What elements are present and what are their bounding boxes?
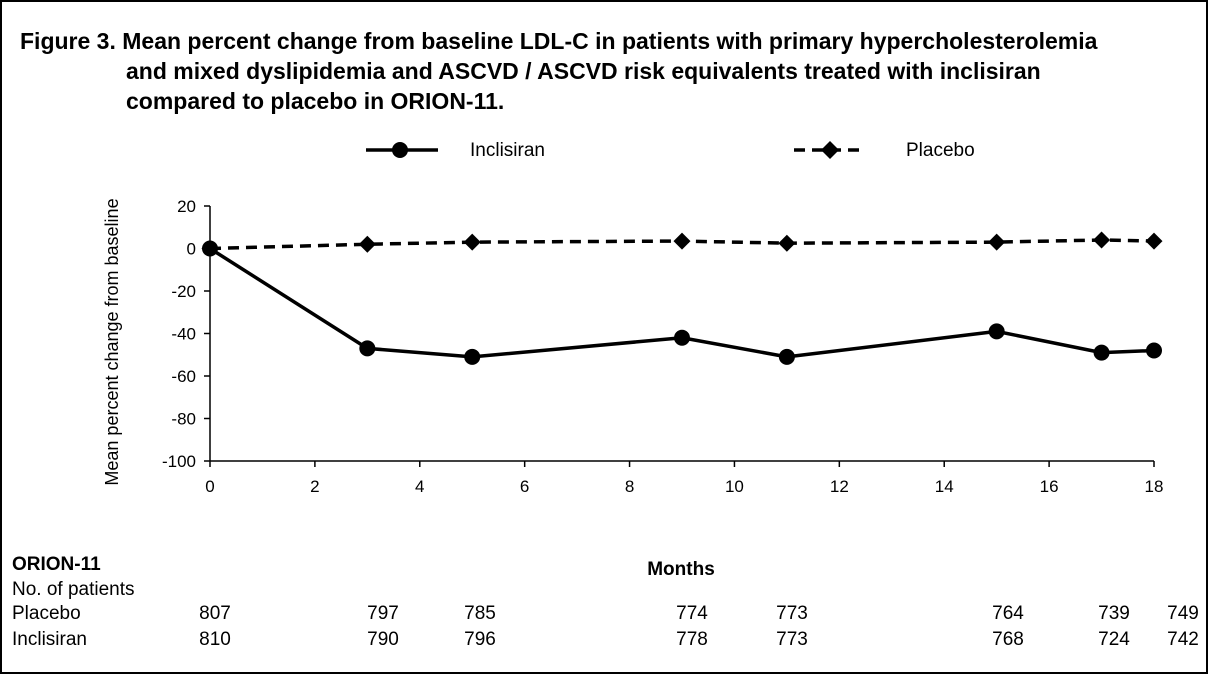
data-point-inclisiran	[359, 340, 376, 357]
table-count-placebo: 785	[464, 603, 496, 624]
data-point-inclisiran	[1146, 342, 1162, 359]
table-count-placebo: 774	[676, 603, 708, 624]
data-point-placebo	[988, 233, 1006, 251]
table-count-inclisiran: 773	[776, 629, 808, 650]
y-tick-label: -80	[171, 410, 196, 429]
table-count-inclisiran: 768	[992, 629, 1024, 650]
table-study-label: ORION-11	[12, 554, 101, 575]
x-tick-label: 6	[520, 477, 529, 496]
x-tick-label: 2	[310, 477, 319, 496]
x-tick-label: 16	[1040, 477, 1059, 496]
data-point-inclisiran	[988, 323, 1005, 340]
data-point-placebo	[778, 234, 796, 252]
table-count-placebo: 797	[367, 603, 399, 624]
table-count-placebo: 807	[199, 603, 231, 624]
legend-placebo-label: Placebo	[906, 140, 975, 161]
legend: Inclisiran Placebo	[366, 140, 975, 161]
x-tick-label: 4	[415, 477, 424, 496]
x-tick-label: 0	[205, 477, 214, 496]
axes: 20 0 -20 -40 -60 -80 -100 0 2 4 6 8 10 12 14 16 18	[162, 197, 1163, 496]
x-tick-label: 8	[625, 477, 634, 496]
table-count-placebo: 773	[776, 603, 808, 624]
x-tick-label: 14	[935, 477, 954, 496]
data-point-inclisiran	[202, 240, 218, 257]
table-count-inclisiran: 810	[199, 629, 231, 650]
data-point-inclisiran	[778, 348, 795, 365]
x-axis-title: Months	[647, 559, 715, 580]
table-count-inclisiran: 724	[1098, 629, 1130, 650]
table-count-inclisiran: 790	[367, 629, 399, 650]
figure-title-line-3: compared to placebo in ORION-11.	[126, 88, 504, 114]
y-tick-label: -20	[171, 282, 196, 301]
y-tick-label: -40	[171, 325, 196, 344]
data-point-inclisiran	[464, 348, 481, 365]
figure-title-line-2: and mixed dyslipidemia and ASCVD / ASCVD…	[126, 58, 1041, 84]
table-counts: 807 797 785 774 773 764 739 749 810 790 796 778 773 7…	[199, 603, 1199, 650]
table-count-placebo: 764	[992, 603, 1024, 624]
data-point-placebo	[1093, 231, 1111, 249]
data-point-placebo	[673, 232, 691, 250]
data-point-inclisiran	[1093, 344, 1110, 361]
x-tick-label: 12	[830, 477, 849, 496]
y-tick-label: 0	[187, 240, 196, 259]
legend-inclisiran-label: Inclisiran	[470, 140, 545, 161]
legend-placebo-marker	[821, 141, 839, 159]
patients-table: ORION-11 No. of patients Placebo Inclisi…	[12, 554, 1199, 650]
table-count-placebo: 739	[1098, 603, 1130, 624]
series-line-placebo	[209, 238, 1155, 251]
table-header: No. of patients	[12, 579, 135, 600]
y-axis-title: Mean percent change from baseline	[102, 198, 122, 485]
series-layer	[201, 231, 1163, 365]
figure-title-line-1: Figure 3. Mean percent change from basel…	[20, 28, 1098, 54]
y-tick-label: 20	[177, 197, 196, 216]
table-count-inclisiran: 796	[464, 629, 496, 650]
data-point-placebo	[1145, 232, 1163, 250]
data-point-placebo	[358, 235, 376, 253]
table-count-inclisiran: 742	[1167, 629, 1199, 650]
y-tick-label: -60	[171, 367, 196, 386]
series-line-inclisiran	[209, 247, 1155, 359]
table-row-label-inclisiran: Inclisiran	[12, 629, 87, 650]
y-tick-label: -100	[162, 452, 196, 471]
data-point-placebo	[463, 233, 481, 251]
x-tick-label: 10	[725, 477, 744, 496]
data-point-inclisiran	[674, 329, 690, 346]
x-tick-label: 18	[1145, 477, 1164, 496]
table-row-label-placebo: Placebo	[12, 603, 81, 624]
legend-inclisiran-marker	[392, 142, 408, 158]
table-count-inclisiran: 778	[676, 629, 708, 650]
table-count-placebo: 749	[1167, 603, 1199, 624]
